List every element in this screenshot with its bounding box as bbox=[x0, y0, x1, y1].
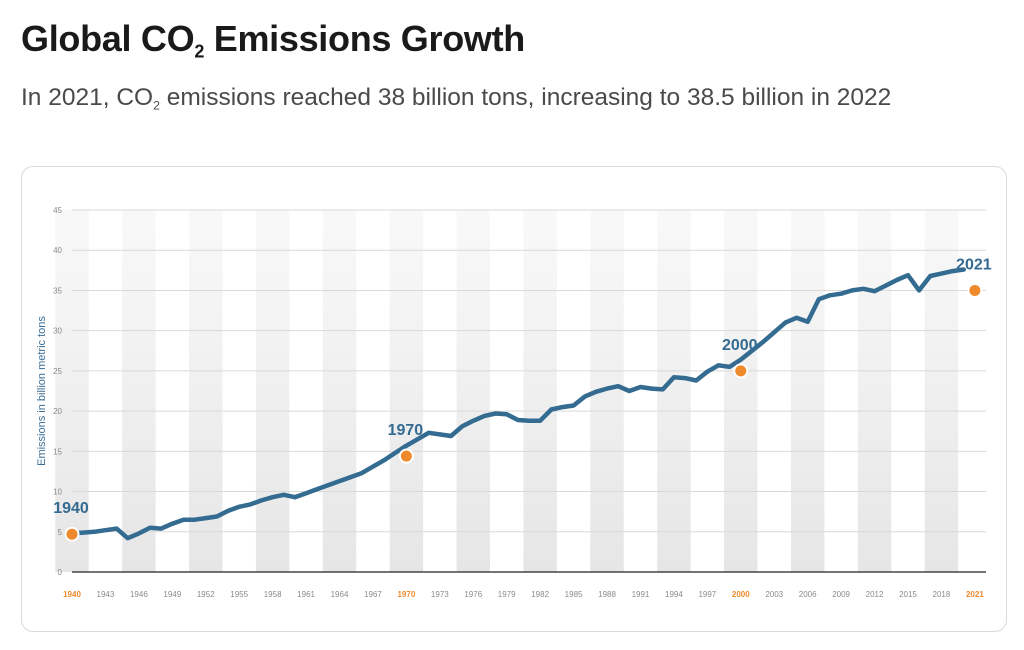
grid-band bbox=[857, 210, 892, 572]
x-tick-label: 1961 bbox=[297, 590, 315, 599]
x-tick-label: 1994 bbox=[665, 590, 683, 599]
grid-band bbox=[523, 210, 557, 572]
x-tick-label: 2015 bbox=[899, 590, 917, 599]
grid-band bbox=[122, 210, 156, 572]
x-tick-label: 1985 bbox=[565, 590, 583, 599]
page-subtitle: In 2021, CO2 emissions reached 38 billio… bbox=[21, 84, 892, 113]
x-tick-label: 2000 bbox=[732, 590, 750, 599]
y-tick-label: 45 bbox=[53, 206, 62, 215]
x-tick-label: 1958 bbox=[264, 590, 282, 599]
y-tick-label: 0 bbox=[58, 568, 63, 577]
y-tick-label: 35 bbox=[53, 286, 62, 295]
x-tick-label: 1982 bbox=[531, 590, 549, 599]
grid-band bbox=[322, 210, 357, 572]
grid-band bbox=[255, 210, 290, 572]
y-tick-label: 10 bbox=[53, 488, 62, 497]
x-tick-label: 1976 bbox=[464, 590, 482, 599]
x-tick-label: 1943 bbox=[97, 590, 115, 599]
highlight-point bbox=[398, 448, 414, 464]
grid-band bbox=[790, 210, 825, 572]
x-tick-label: 1964 bbox=[331, 590, 349, 599]
x-tick-label: 1955 bbox=[230, 590, 248, 599]
chart-card: 0 5 10 15 20 25 30 35 40 45 1940 1943 1946 1949 1952 19… bbox=[21, 166, 1007, 632]
highlight-point bbox=[733, 363, 749, 379]
highlight-point bbox=[64, 526, 80, 542]
x-tick-label: 2021 bbox=[966, 590, 984, 599]
y-tick-label: 40 bbox=[53, 246, 62, 255]
y-tick-label: 30 bbox=[53, 327, 62, 336]
y-tick-label: 20 bbox=[53, 407, 62, 416]
x-tick-label: 2012 bbox=[866, 590, 884, 599]
x-tick-label: 1970 bbox=[397, 590, 415, 599]
x-tick-label: 1997 bbox=[698, 590, 716, 599]
x-tick-label: 2018 bbox=[933, 590, 951, 599]
page-title: Global CO2 Emissions Growth bbox=[21, 18, 525, 62]
y-tick-label: 5 bbox=[58, 528, 63, 537]
x-tick-label: 2006 bbox=[799, 590, 817, 599]
x-tick-label: 1973 bbox=[431, 590, 449, 599]
x-tick-label: 1952 bbox=[197, 590, 215, 599]
x-tick-label: 1940 bbox=[63, 590, 81, 599]
y-tick-label: 25 bbox=[53, 367, 62, 376]
series-line bbox=[69, 267, 966, 541]
x-tick-label: 1946 bbox=[130, 590, 148, 599]
grid-band bbox=[189, 210, 223, 572]
point-label: 1940 bbox=[53, 500, 89, 517]
grid-band bbox=[55, 210, 89, 572]
line-chart: 0 5 10 15 20 25 30 35 40 45 1940 1943 1946 1949 1952 19… bbox=[36, 206, 992, 599]
grid-band bbox=[924, 210, 959, 572]
grid-band bbox=[724, 210, 758, 572]
subtitle-subscript: 2 bbox=[153, 98, 160, 113]
x-tick-label: 2003 bbox=[765, 590, 783, 599]
grid-band bbox=[456, 210, 490, 572]
highlight-point bbox=[967, 282, 983, 298]
y-axis-label: Emissions in billion metric tons bbox=[36, 316, 48, 466]
point-label: 2021 bbox=[956, 256, 992, 273]
point-label: 1970 bbox=[388, 422, 424, 439]
grid-band bbox=[389, 210, 424, 572]
x-tick-label: 2009 bbox=[832, 590, 850, 599]
x-tick-label: 1988 bbox=[598, 590, 616, 599]
x-tick-label: 1967 bbox=[364, 590, 382, 599]
point-label: 2000 bbox=[722, 337, 758, 354]
x-tick-label: 1979 bbox=[498, 590, 516, 599]
title-subscript: 2 bbox=[194, 41, 205, 62]
x-tick-label: 1991 bbox=[632, 590, 650, 599]
y-tick-label: 15 bbox=[53, 447, 62, 456]
x-tick-label: 1949 bbox=[163, 590, 181, 599]
